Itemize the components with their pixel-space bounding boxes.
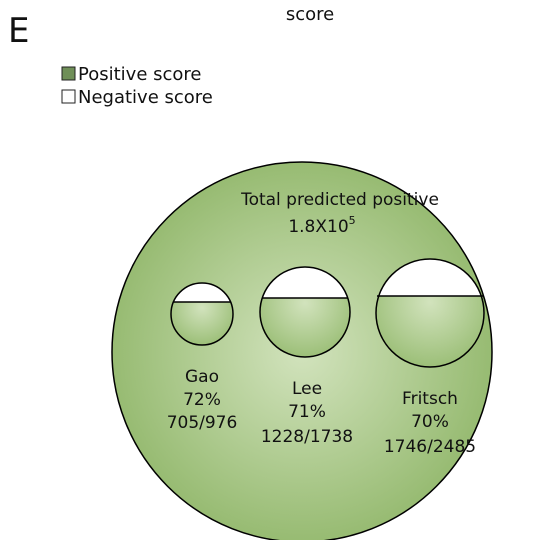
shape: 5: [349, 214, 356, 227]
group-percent: 72%: [183, 390, 221, 410]
gao-circle: [170, 282, 234, 346]
legend-swatch: [61, 66, 76, 81]
group-percent: 71%: [288, 402, 326, 422]
legend-swatch: [61, 89, 76, 104]
group-counts: 705/976: [167, 413, 238, 433]
title: score: [286, 4, 334, 25]
total-value: 1.8X105: [288, 214, 355, 237]
group-percent: 70%: [411, 412, 449, 432]
shape: [375, 258, 485, 368]
group-name: Lee: [292, 379, 322, 399]
group-counts: 1228/1738: [261, 427, 353, 447]
shape: 1.8X10: [288, 217, 348, 237]
group-name: Fritsch: [402, 389, 458, 409]
group-name: Gao: [185, 367, 219, 387]
shape: [171, 302, 233, 345]
group-counts: 1746/2485: [384, 437, 476, 457]
shape: [376, 296, 484, 367]
total-label: Total predicted positive: [240, 190, 439, 210]
shape: [170, 282, 234, 346]
panel-letter: E: [8, 11, 29, 51]
legend-label: Negative score: [78, 87, 213, 108]
shape: [260, 298, 350, 357]
lee-circle: [259, 266, 351, 358]
legend-label: Positive score: [78, 64, 201, 85]
fritsch-circle: [375, 258, 485, 368]
shape: [259, 266, 351, 358]
